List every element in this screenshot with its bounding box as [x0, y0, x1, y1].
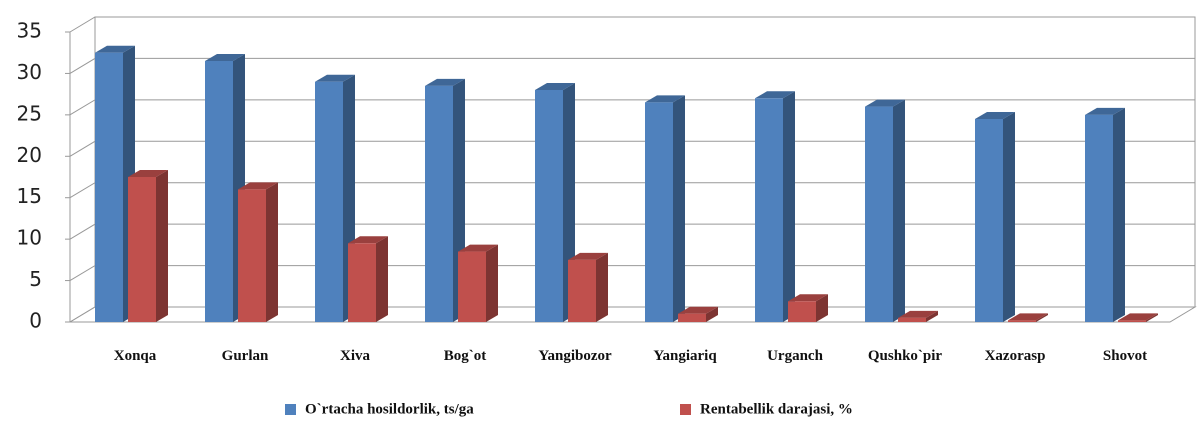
bar-front — [128, 177, 156, 322]
bar — [348, 236, 388, 322]
bar-front — [788, 301, 816, 322]
bar-top — [1118, 313, 1158, 321]
bar-side — [486, 244, 498, 322]
bar — [1085, 107, 1125, 322]
bar — [788, 294, 828, 322]
bar-side — [1146, 313, 1158, 322]
bar-top — [865, 99, 905, 107]
bar-top — [788, 294, 828, 302]
bar — [865, 99, 905, 322]
bar-front — [645, 102, 673, 322]
bar-front — [975, 119, 1003, 322]
bar-front — [425, 85, 453, 322]
legend-swatch — [680, 404, 691, 415]
bar-top — [1085, 107, 1125, 115]
y-tick-label: 30 — [17, 60, 42, 84]
bar — [458, 244, 498, 322]
y-tick-label: 25 — [17, 101, 42, 125]
bar-side — [156, 170, 168, 322]
x-tick-label: Bog`ot — [444, 348, 487, 364]
bar — [1008, 313, 1048, 322]
bar — [898, 310, 938, 322]
bar-top — [458, 244, 498, 252]
bar — [645, 95, 685, 322]
bar-top — [535, 83, 575, 90]
bar-front — [535, 90, 563, 322]
bar-top — [315, 74, 355, 82]
bar — [568, 252, 608, 322]
bar-top — [128, 170, 168, 177]
x-tick-label: Urganch — [767, 348, 823, 364]
bar-side — [1036, 313, 1048, 322]
y-tick-label: 15 — [17, 184, 42, 208]
y-tick-label: 20 — [17, 143, 42, 167]
bar-front — [568, 259, 596, 322]
y-tick-label: 10 — [17, 226, 42, 250]
bar — [535, 83, 575, 322]
bar-side — [893, 99, 905, 322]
x-tick-label: Xiva — [340, 348, 371, 364]
bar-front — [315, 81, 343, 322]
y-tick-label: 35 — [17, 19, 42, 43]
y-tick-label: 0 — [29, 309, 42, 333]
bar-front — [95, 52, 123, 322]
bar-side — [1113, 107, 1125, 322]
bar — [975, 112, 1015, 322]
bar — [95, 45, 135, 322]
bar-front — [458, 251, 486, 322]
x-tick-label: Shovot — [1103, 348, 1147, 364]
bar — [678, 306, 718, 322]
bar-front — [755, 98, 783, 323]
bar-top — [238, 182, 278, 190]
bar-side — [783, 91, 795, 323]
bar-side — [673, 95, 685, 322]
bar-top — [755, 91, 795, 99]
x-tick-label: Yangiariq — [653, 348, 717, 364]
bar-front — [238, 189, 266, 322]
bar-top — [1008, 313, 1048, 321]
bar-side — [926, 310, 938, 322]
bar-side — [376, 236, 388, 322]
bar-front — [1118, 320, 1146, 322]
bar-top — [205, 54, 245, 61]
x-tick-label: Gurlan — [222, 348, 269, 364]
bar — [755, 91, 795, 323]
bar-top — [678, 306, 718, 314]
bar-front — [1008, 320, 1036, 322]
bar-top — [425, 78, 465, 86]
bar-front — [898, 317, 926, 322]
bar — [238, 182, 278, 322]
x-tick-label: Xazorasp — [985, 348, 1046, 364]
bar — [1118, 313, 1158, 322]
bar-front — [865, 106, 893, 322]
bar-top — [348, 236, 388, 244]
legend-swatch — [285, 404, 296, 415]
x-tick-label: Xonqa — [114, 348, 157, 364]
legend-label: O`rtacha hosildorlik, ts/ga — [305, 401, 474, 417]
bar-front — [678, 313, 706, 322]
x-tick-label: Qushko`pir — [868, 348, 943, 364]
bar-top — [95, 45, 135, 53]
bar — [128, 170, 168, 322]
bar-side — [596, 252, 608, 322]
bar-front — [1085, 114, 1113, 322]
bar-front — [348, 243, 376, 322]
grid-line — [69, 16, 1195, 33]
bar-side — [1003, 112, 1015, 322]
bar-side — [816, 294, 828, 322]
bar-top — [975, 112, 1015, 119]
bar-top — [645, 95, 685, 103]
legend-label: Rentabellik darajasi, % — [700, 401, 853, 417]
y-tick-label: 5 — [29, 267, 42, 291]
bar-top — [898, 310, 938, 318]
bar-side — [706, 306, 718, 322]
bar-side — [266, 182, 278, 322]
bar-top — [568, 252, 608, 260]
x-tick-label: Yangibozor — [538, 348, 612, 364]
bar-front — [205, 61, 233, 322]
